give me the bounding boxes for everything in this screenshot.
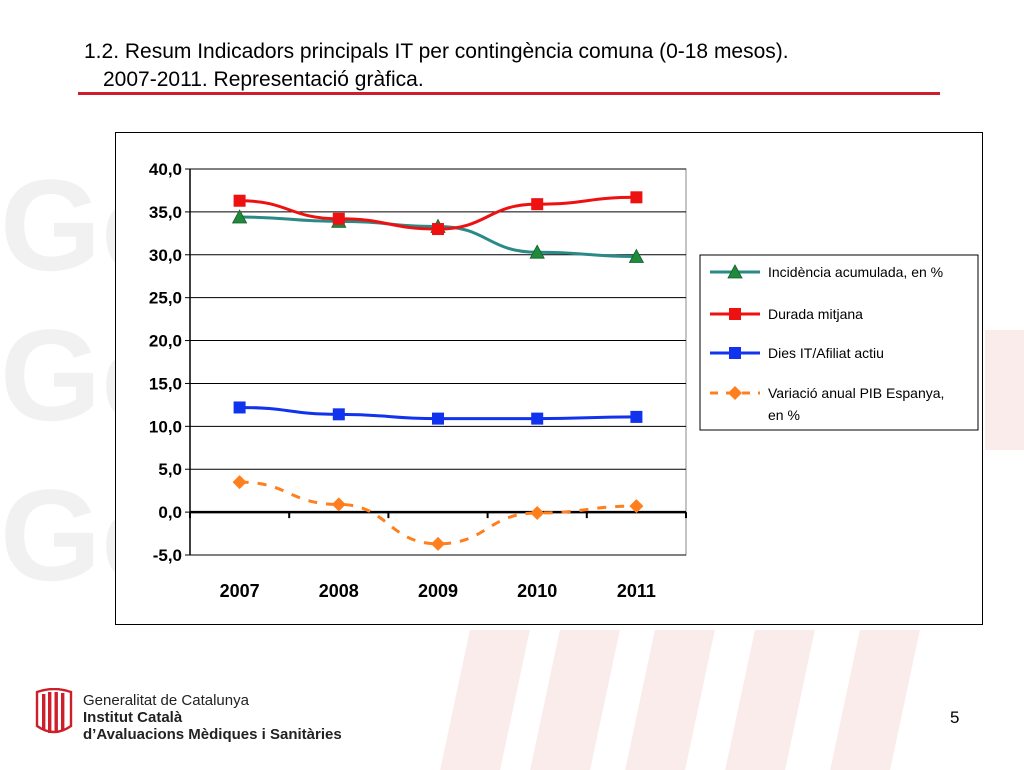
title-underline (78, 92, 940, 95)
data-point (233, 194, 246, 207)
x-tick-label: 2009 (418, 581, 458, 601)
data-point (630, 410, 643, 423)
footer-org-line1: Generalitat de Catalunya (83, 692, 249, 709)
legend-box (699, 254, 979, 431)
series-2 (233, 401, 643, 425)
y-tick-label: 15,0 (149, 374, 182, 393)
y-tick-label: 40,0 (149, 160, 182, 179)
data-point (531, 412, 544, 425)
series-1 (233, 191, 643, 236)
data-point (232, 475, 247, 490)
slide-title-line1: 1.2. Resum Indicadors principals IT per … (84, 40, 789, 63)
data-point (233, 401, 246, 414)
legend-marker (729, 347, 741, 359)
x-tick-label: 2011 (617, 581, 656, 601)
y-tick-label: 0,0 (158, 503, 182, 522)
legend-label: Dies IT/Afiliat actiu (768, 345, 884, 361)
y-tick-label: -5,0 (153, 546, 182, 565)
x-tick-label: 2008 (319, 581, 359, 601)
legend-marker (727, 264, 743, 279)
legend-label: Incidència acumulada, en % (768, 264, 943, 280)
data-point (332, 408, 345, 421)
x-tick-label: 2010 (517, 581, 557, 601)
y-tick-label: 30,0 (149, 246, 182, 265)
data-point (630, 191, 643, 204)
data-point (628, 248, 645, 263)
series-line (239, 480, 637, 546)
footer-organization: Generalitat de Catalunya Institut Català… (83, 692, 342, 743)
x-tick-label: 2007 (220, 581, 260, 601)
y-tick-label: 35,0 (149, 203, 182, 222)
slide-title-line2: 2007-2011. Representació gràfica. (103, 68, 424, 91)
y-tick-label: 5,0 (158, 460, 182, 479)
page-number: 5 (950, 708, 960, 727)
data-point (629, 499, 644, 514)
slide-title: 1.2. Resum Indicadors principals IT per … (84, 38, 964, 94)
data-point (231, 209, 248, 224)
legend-marker (728, 386, 742, 400)
data-point (432, 412, 444, 425)
series-3 (232, 475, 644, 551)
footer-org-line2: Institut Català (83, 709, 183, 726)
y-tick-label: 25,0 (149, 289, 182, 308)
legend-label: en % (768, 407, 800, 423)
data-point (332, 212, 345, 225)
legend-label: Durada mitjana (768, 306, 863, 322)
data-point (530, 505, 545, 520)
y-tick-label: 10,0 (149, 417, 182, 436)
data-point (432, 223, 444, 236)
catalan-flag-logo-icon (35, 688, 73, 734)
watermark-stripe (985, 330, 1024, 450)
data-point (531, 198, 544, 211)
footer-org-line3: d’Avaluacions Mèdiques i Sanitàries (83, 726, 342, 743)
legend-marker (729, 308, 741, 320)
data-point (529, 244, 545, 259)
data-point (431, 536, 445, 551)
legend-label: Variació anual PIB Espanya, (768, 385, 944, 401)
data-point (331, 497, 346, 512)
y-tick-label: 20,0 (149, 332, 182, 351)
